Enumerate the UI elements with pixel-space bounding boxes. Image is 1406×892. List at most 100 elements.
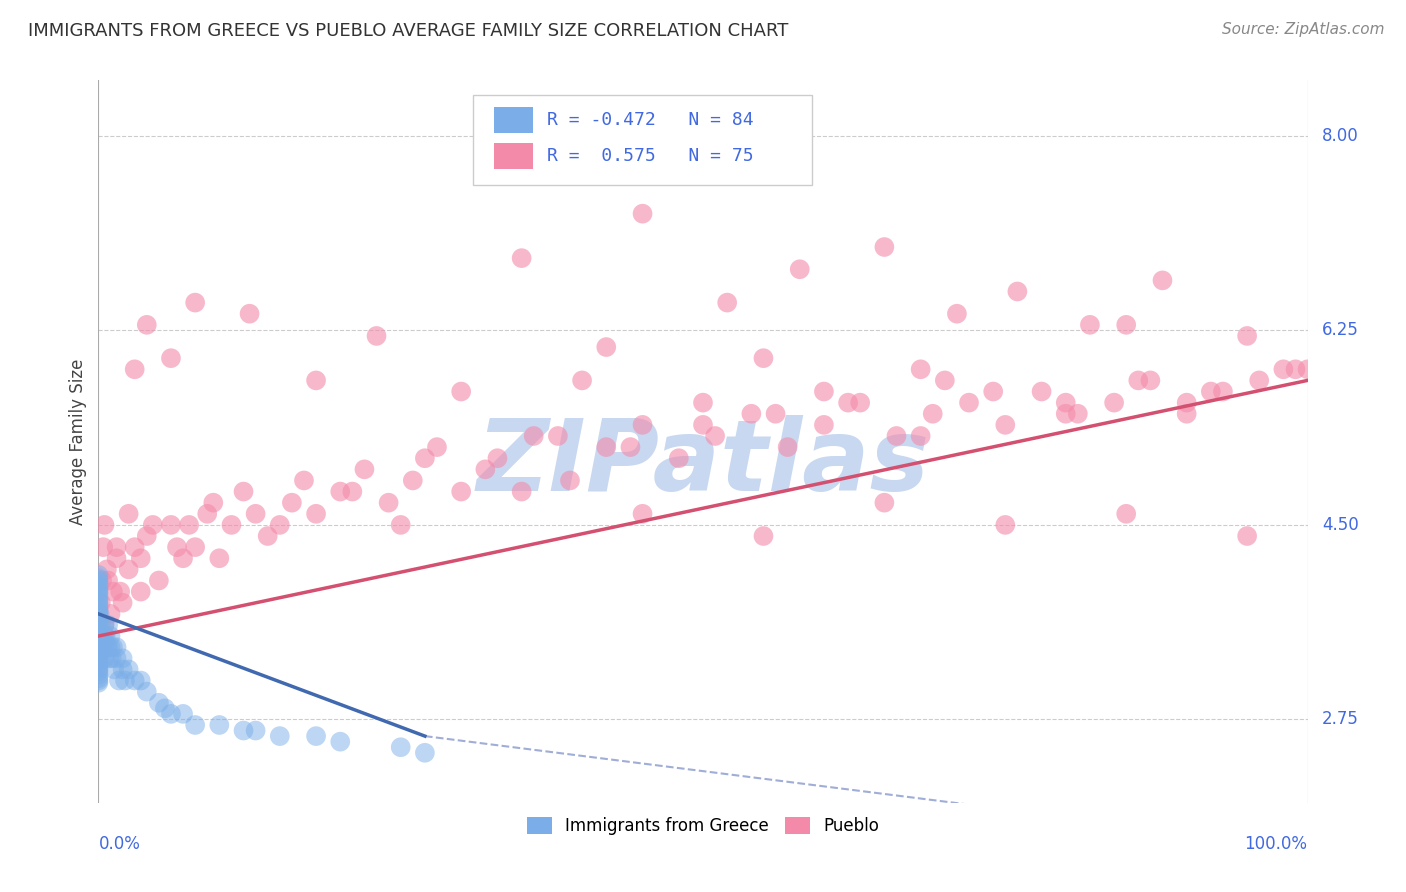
Point [402,474,425,488]
Point [305,373,328,387]
Point [172,706,194,721]
Point [96,562,118,576]
Text: 2.75: 2.75 [1322,710,1360,729]
Point [329,484,352,499]
Point [450,484,472,499]
Point [740,407,762,421]
Point [142,517,165,532]
Point [87,634,110,648]
Point [245,507,267,521]
Point [957,395,980,409]
Point [1236,329,1258,343]
Point [329,734,352,748]
Point [389,740,412,755]
Point [1139,373,1161,387]
Point [184,718,207,732]
Point [292,474,315,488]
Point [87,590,110,604]
Point [232,723,254,738]
Point [98,651,121,665]
Point [269,729,291,743]
Point [124,540,146,554]
Text: R = -0.472   N = 84: R = -0.472 N = 84 [547,111,754,129]
Point [921,407,943,421]
Point [108,584,131,599]
Point [135,529,157,543]
Point [87,638,110,652]
Point [118,662,141,676]
Point [208,718,231,732]
Point [202,496,225,510]
Point [1296,362,1319,376]
Point [97,618,120,632]
Point [114,673,136,688]
Point [87,568,110,582]
Point [353,462,375,476]
Point [90,596,112,610]
Point [1272,362,1295,376]
Point [91,629,114,643]
Point [160,517,183,532]
Point [994,417,1017,432]
Point [1175,395,1198,409]
Point [1236,529,1258,543]
Point [87,660,110,674]
Point [108,673,131,688]
Point [1078,318,1101,332]
Point [90,618,112,632]
Point [305,729,328,743]
Point [692,417,714,432]
Legend: Immigrants from Greece, Pueblo: Immigrants from Greece, Pueblo [520,810,886,841]
Point [101,640,124,655]
Point [87,575,110,590]
Point [87,651,110,665]
Point [111,596,134,610]
Point [813,384,835,399]
Text: 6.25: 6.25 [1322,321,1360,339]
Point [87,571,110,585]
Point [510,484,533,499]
Point [105,551,128,566]
Point [305,507,328,521]
Point [129,673,152,688]
Point [91,640,114,655]
Point [93,517,115,532]
Point [619,440,641,454]
Point [208,551,231,566]
Point [789,262,811,277]
Text: 0.0%: 0.0% [98,835,141,854]
Point [1031,384,1053,399]
Point [631,507,654,521]
Point [523,429,546,443]
Point [221,517,243,532]
Point [450,384,472,399]
Point [100,607,122,621]
Point [87,675,110,690]
Point [100,651,122,665]
Point [631,417,654,432]
Point [91,574,114,588]
Point [87,646,110,660]
Point [87,671,110,685]
Point [94,629,117,643]
Point [153,701,176,715]
Point [89,607,111,621]
Point [124,673,146,688]
Point [87,657,110,671]
Point [1175,407,1198,421]
Point [87,629,110,643]
Point [103,662,125,676]
Point [994,517,1017,532]
Point [100,629,122,643]
Point [87,584,110,599]
Point [87,601,110,615]
Point [105,640,128,655]
FancyBboxPatch shape [474,95,811,185]
Point [87,668,110,682]
Text: Source: ZipAtlas.com: Source: ZipAtlas.com [1222,22,1385,37]
Point [765,407,787,421]
Point [87,593,110,607]
Point [87,582,110,597]
Text: IMMIGRANTS FROM GREECE VS PUEBLO AVERAGE FAMILY SIZE CORRELATION CHART: IMMIGRANTS FROM GREECE VS PUEBLO AVERAGE… [28,22,789,40]
Point [413,451,436,466]
